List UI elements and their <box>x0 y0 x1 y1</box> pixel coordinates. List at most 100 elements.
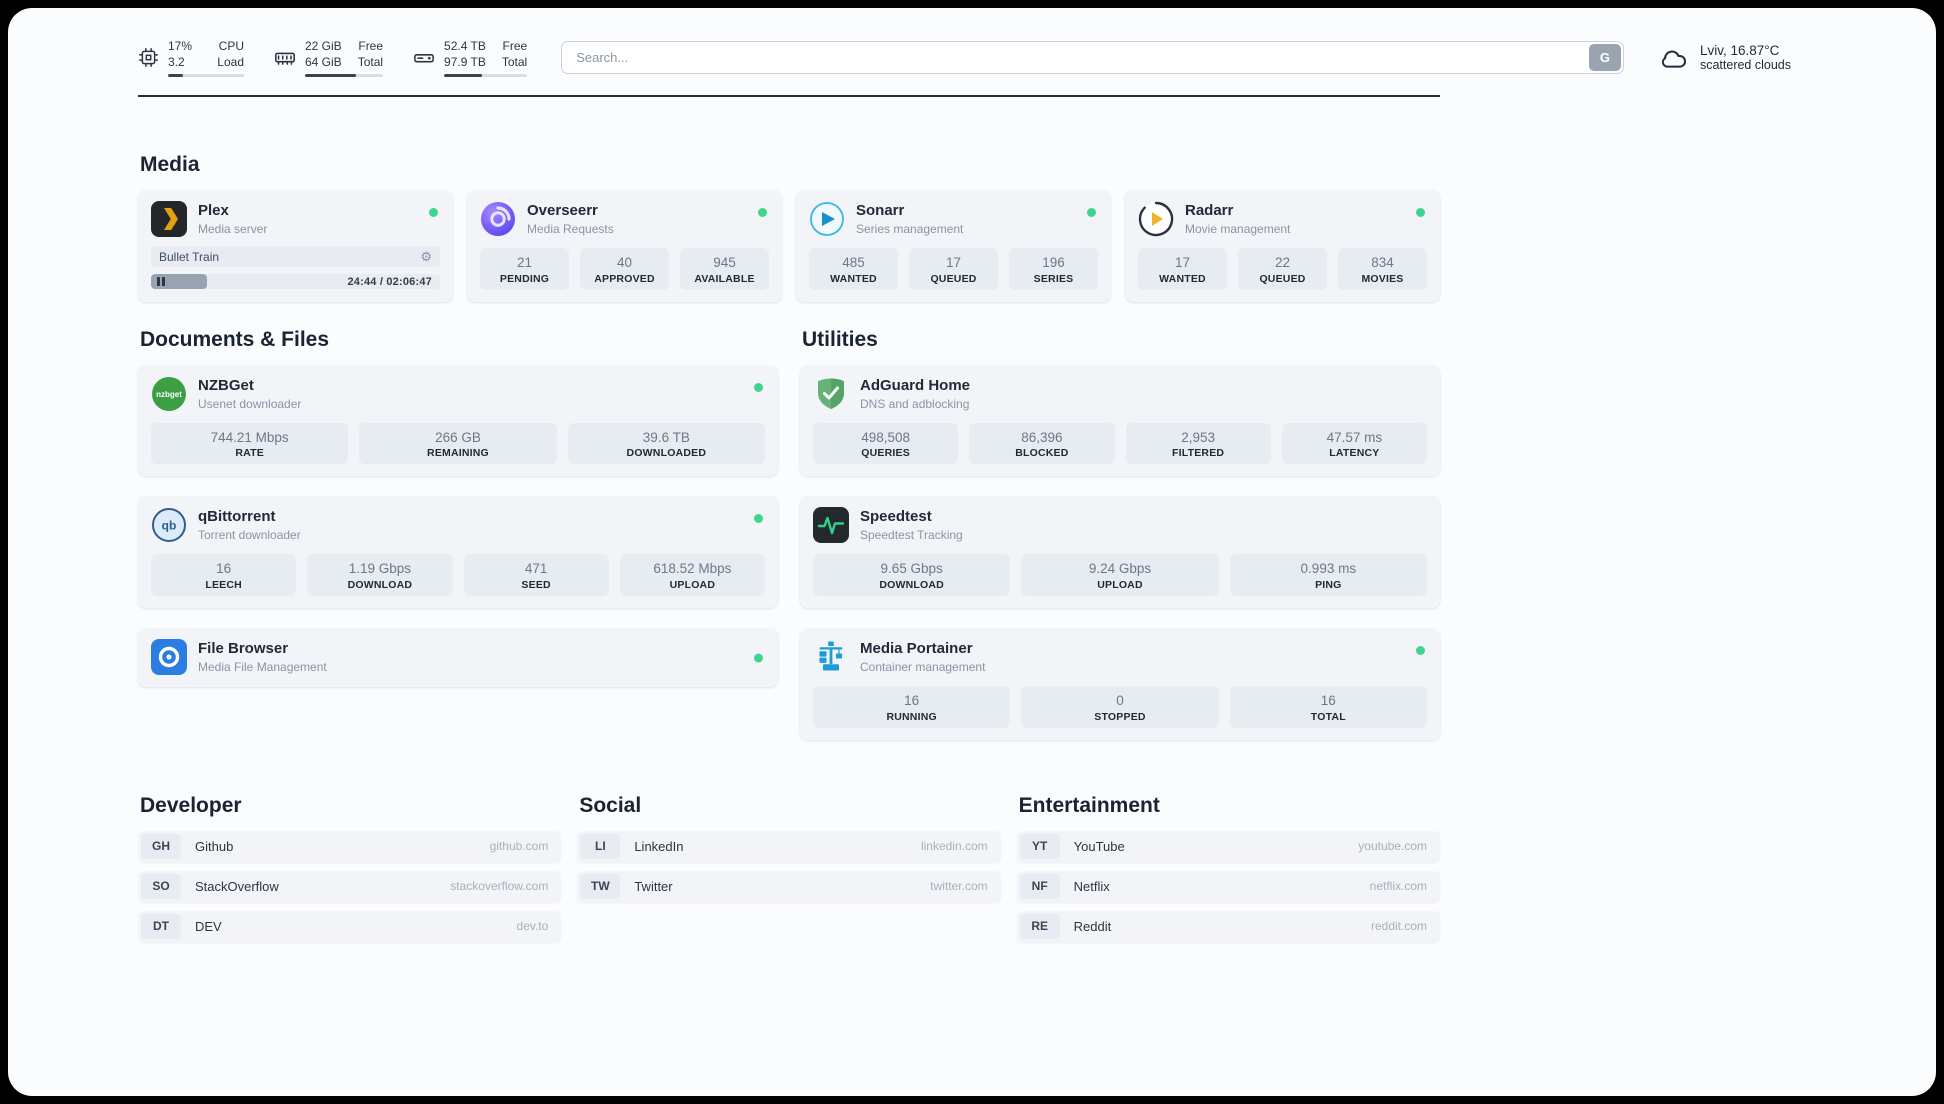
bookmark-domain: twitter.com <box>930 879 988 894</box>
memory-widget: 22 GiB 64 GiB Free Total <box>274 38 384 78</box>
speedtest-icon <box>813 507 849 544</box>
bookmark-abbr: SO <box>141 873 181 899</box>
radarr-icon <box>1138 201 1174 237</box>
filebrowser-icon <box>151 639 187 676</box>
plex-playback-progress: 24:44 / 02:06:47 <box>151 274 440 290</box>
section-title-social: Social <box>579 793 642 817</box>
bookmark-github[interactable]: GH Github github.com <box>138 830 562 862</box>
service-card-plex[interactable]: Plex Media server Bullet Train ⚙ 24:44 <box>138 190 453 302</box>
memory-free-value: 22 GiB <box>305 39 342 53</box>
bookmark-dev[interactable]: DT DEV dev.to <box>138 910 562 942</box>
search-provider-button[interactable]: G <box>1588 44 1621 72</box>
weather-condition: scattered clouds <box>1699 58 1791 73</box>
bookmark-name: Netflix <box>1073 878 1110 894</box>
service-name: qBittorrent <box>198 508 276 526</box>
disk-total-label: Total <box>501 55 528 70</box>
search-input[interactable] <box>562 42 1587 74</box>
service-card-radarr[interactable]: Radarr Movie management 17 WANTED 22 QUE… <box>1125 190 1440 302</box>
header: 17% 3.2 CPU Load <box>8 8 1936 78</box>
memory-free-label: Free <box>358 39 384 53</box>
stat-wanted: 17 WANTED <box>1138 248 1227 290</box>
playback-time: 24:44 / 02:06:47 <box>347 275 432 288</box>
pause-icon[interactable] <box>157 277 165 287</box>
section-title-documents: Documents & Files <box>140 327 330 351</box>
bookmark-domain: linkedin.com <box>920 839 988 854</box>
bookmark-abbr: GH <box>141 833 181 859</box>
section-documents: Documents & Files nzbget <box>138 328 778 740</box>
plex-icon <box>151 201 187 238</box>
service-name: Overseerr <box>527 202 598 220</box>
memory-progress-bar <box>305 74 384 78</box>
qbittorrent-icon: qb <box>151 507 187 543</box>
bookmark-name: Github <box>195 838 234 854</box>
disk-total-value: 97.9 TB <box>444 55 486 70</box>
bookmark-reddit[interactable]: RE Reddit reddit.com <box>1016 910 1440 942</box>
plex-now-playing: Bullet Train ⚙ <box>151 246 440 268</box>
status-dot <box>754 382 763 392</box>
cpu-chip-icon <box>138 47 159 68</box>
service-description: Media Requests <box>527 222 614 237</box>
service-card-filebrowser[interactable]: File Browser Media File Management <box>138 628 778 688</box>
stat-series: 196 SERIES <box>1009 248 1098 290</box>
section-title-developer: Developer <box>140 793 242 817</box>
search-bar: G <box>561 41 1624 75</box>
service-card-portainer[interactable]: Media Portainer Container management 16 … <box>800 628 1440 740</box>
stat-approved: 40 APPROVED <box>580 248 669 290</box>
bookmark-youtube[interactable]: YT YouTube youtube.com <box>1016 830 1440 862</box>
bookmark-domain: reddit.com <box>1370 919 1427 934</box>
service-card-overseerr[interactable]: Overseerr Media Requests 21 PENDING 40 A… <box>467 190 782 302</box>
service-description: Media server <box>198 222 268 237</box>
cpu-usage-value: 17% <box>168 39 193 53</box>
bookmark-domain: dev.to <box>516 919 549 934</box>
service-description: Movie management <box>1185 222 1291 237</box>
service-description: Torrent downloader <box>198 528 301 543</box>
stat-stopped: 0 STOPPED <box>1021 686 1219 728</box>
stat-running: 16 RUNNING <box>813 686 1011 728</box>
bookmark-abbr: RE <box>1019 913 1060 939</box>
load-label: Load <box>217 55 244 70</box>
service-name: Plex <box>198 202 229 220</box>
stat-latency: 47.57 ms LATENCY <box>1281 422 1427 465</box>
bookmark-twitter[interactable]: TW Twitter twitter.com <box>577 870 1001 902</box>
section-title-entertainment: Entertainment <box>1018 793 1160 817</box>
status-dot <box>758 208 767 218</box>
disk-icon <box>413 47 435 69</box>
bookmark-domain: stackoverflow.com <box>450 879 549 894</box>
disk-widget: 52.4 TB 97.9 TB Free Total <box>413 38 528 78</box>
service-name: Speedtest <box>860 508 932 526</box>
bookmark-stackoverflow[interactable]: SO StackOverflow stackoverflow.com <box>138 870 562 902</box>
bookmark-netflix[interactable]: NF Netflix netflix.com <box>1016 870 1440 902</box>
stat-filtered: 2,953 FILTERED <box>1125 422 1271 465</box>
stat-upload: 618.52 Mbps UPLOAD <box>619 554 765 597</box>
bookmark-name: YouTube <box>1073 838 1125 854</box>
stat-download: 1.19 Gbps DOWNLOAD <box>307 554 453 597</box>
service-card-adguard[interactable]: AdGuard Home DNS and adblocking 498,508 … <box>800 364 1440 477</box>
bookmark-abbr: DT <box>141 913 181 939</box>
stat-downloaded: 39.6 TB DOWNLOADED <box>567 422 765 465</box>
stat-movies: 834 MOVIES <box>1338 248 1427 290</box>
dashboard-page: 17% 3.2 CPU Load <box>8 8 1936 1096</box>
bookmark-linkedin[interactable]: LI LinkedIn linkedin.com <box>577 830 1001 862</box>
service-description: Usenet downloader <box>198 396 302 411</box>
weather-widget: Lviv, 16.87°C scattered clouds <box>1658 42 1791 74</box>
disk-progress-fill <box>444 74 483 78</box>
portainer-icon <box>813 639 849 675</box>
service-card-nzbget[interactable]: nzbget NZBGet Usenet downloader 744.21 M… <box>138 364 778 477</box>
bookmark-abbr: YT <box>1019 833 1060 859</box>
stat-seed: 471 SEED <box>463 554 609 597</box>
memory-icon <box>274 47 296 69</box>
status-dot <box>1416 208 1425 218</box>
bookmark-name: DEV <box>195 918 222 934</box>
cpu-load-value: 3.2 <box>168 55 185 70</box>
gear-icon[interactable]: ⚙ <box>420 249 432 265</box>
stat-upload: 9.24 Gbps UPLOAD <box>1021 554 1219 597</box>
stat-rate: 744.21 Mbps RATE <box>151 422 349 465</box>
service-card-speedtest[interactable]: Speedtest Speedtest Tracking 9.65 Gbps D… <box>800 496 1440 609</box>
service-card-sonarr[interactable]: Sonarr Series management 485 WANTED 17 Q… <box>796 190 1111 302</box>
service-card-qbittorrent[interactable]: qb qBittorrent Torrent downloader 16 <box>138 496 778 609</box>
disk-free-label: Free <box>502 39 528 53</box>
status-dot <box>754 514 763 524</box>
disk-progress-bar <box>444 74 528 78</box>
bookmark-abbr: TW <box>580 873 621 899</box>
